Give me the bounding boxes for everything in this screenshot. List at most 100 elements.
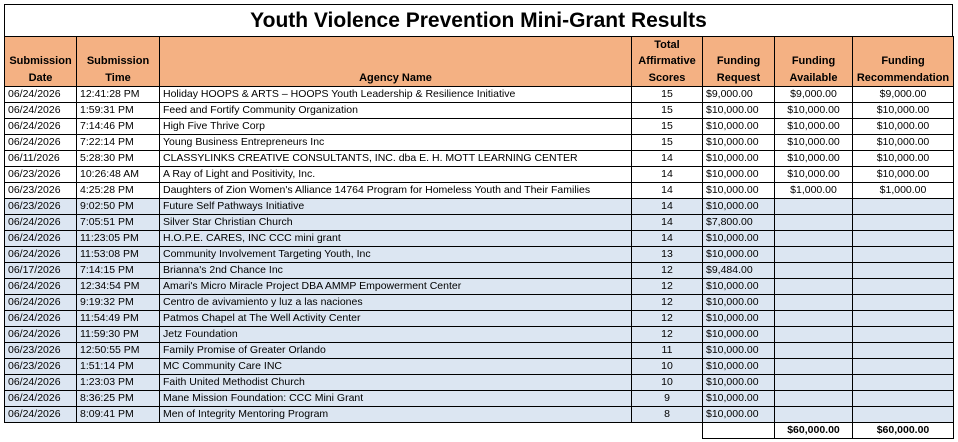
funding-request-cell[interactable]: $10,000.00 (702, 134, 775, 151)
funding-request-cell[interactable]: $10,000.00 (702, 230, 775, 247)
funding-recommendation-cell[interactable] (852, 230, 954, 247)
header-agency-name[interactable]: Agency Name (159, 36, 632, 87)
submission-time-cell[interactable]: 7:14:46 PM (76, 118, 160, 135)
funding-available-cell[interactable]: $10,000.00 (774, 166, 853, 183)
submission-date-cell[interactable]: 06/24/2026 (4, 374, 77, 391)
funding-recommendation-cell[interactable] (852, 326, 954, 343)
agency-name-cell[interactable]: Jetz Foundation (159, 326, 632, 343)
submission-date-cell[interactable]: 06/24/2026 (4, 406, 77, 423)
submission-date-cell[interactable]: 06/24/2026 (4, 134, 77, 151)
funding-available-cell[interactable] (774, 278, 853, 295)
header-funding-recommendation[interactable]: Funding Recommendation (852, 36, 954, 87)
funding-available-cell[interactable] (774, 214, 853, 231)
submission-time-cell[interactable]: 5:28:30 PM (76, 150, 160, 167)
funding-request-cell[interactable]: $10,000.00 (702, 182, 775, 199)
submission-time-cell[interactable]: 12:50:55 PM (76, 342, 160, 359)
total-funding-recommendation[interactable]: $60,000.00 (852, 422, 954, 439)
header-total-affirmative-scores[interactable]: Total Affirmative Scores (631, 36, 703, 87)
funding-request-cell[interactable]: $10,000.00 (702, 342, 775, 359)
agency-name-cell[interactable]: A Ray of Light and Positivity, Inc. (159, 166, 632, 183)
funding-available-cell[interactable] (774, 262, 853, 279)
funding-request-cell[interactable]: $10,000.00 (702, 390, 775, 407)
funding-recommendation-cell[interactable]: $10,000.00 (852, 118, 954, 135)
submission-time-cell[interactable]: 12:41:28 PM (76, 86, 160, 103)
submission-date-cell[interactable]: 06/23/2026 (4, 182, 77, 199)
funding-available-cell[interactable] (774, 390, 853, 407)
submission-time-cell[interactable]: 8:09:41 PM (76, 406, 160, 423)
funding-request-cell[interactable]: $7,800.00 (702, 214, 775, 231)
funding-request-cell[interactable]: $10,000.00 (702, 374, 775, 391)
submission-time-cell[interactable]: 7:05:51 PM (76, 214, 160, 231)
submission-date-cell[interactable]: 06/17/2026 (4, 262, 77, 279)
submission-date-cell[interactable]: 06/24/2026 (4, 214, 77, 231)
funding-request-cell[interactable]: $10,000.00 (702, 294, 775, 311)
submission-time-cell[interactable]: 12:34:54 PM (76, 278, 160, 295)
funding-request-cell[interactable]: $9,000.00 (702, 86, 775, 103)
funding-request-cell[interactable]: $10,000.00 (702, 198, 775, 215)
score-cell[interactable]: 8 (631, 406, 703, 423)
submission-time-cell[interactable]: 1:51:14 PM (76, 358, 160, 375)
funding-available-cell[interactable]: $1,000.00 (774, 182, 853, 199)
funding-available-cell[interactable]: $10,000.00 (774, 102, 853, 119)
agency-name-cell[interactable]: Holiday HOOPS & ARTS – HOOPS Youth Leade… (159, 86, 632, 103)
agency-name-cell[interactable]: Patmos Chapel at The Well Activity Cente… (159, 310, 632, 327)
agency-name-cell[interactable]: Family Promise of Greater Orlando (159, 342, 632, 359)
score-cell[interactable]: 10 (631, 358, 703, 375)
funding-available-cell[interactable] (774, 342, 853, 359)
submission-time-cell[interactable]: 9:02:50 PM (76, 198, 160, 215)
header-submission-time[interactable]: Submission Time (76, 36, 160, 87)
submission-time-cell[interactable]: 11:54:49 PM (76, 310, 160, 327)
score-cell[interactable]: 15 (631, 86, 703, 103)
score-cell[interactable]: 12 (631, 294, 703, 311)
agency-name-cell[interactable]: Silver Star Christian Church (159, 214, 632, 231)
submission-time-cell[interactable]: 1:23:03 PM (76, 374, 160, 391)
submission-time-cell[interactable]: 10:26:48 AM (76, 166, 160, 183)
agency-name-cell[interactable]: Centro de avivamiento y luz a las nacion… (159, 294, 632, 311)
funding-recommendation-cell[interactable]: $10,000.00 (852, 150, 954, 167)
funding-available-cell[interactable]: $10,000.00 (774, 118, 853, 135)
submission-date-cell[interactable]: 06/23/2026 (4, 358, 77, 375)
funding-available-cell[interactable]: $10,000.00 (774, 150, 853, 167)
score-cell[interactable]: 9 (631, 390, 703, 407)
funding-recommendation-cell[interactable] (852, 342, 954, 359)
funding-recommendation-cell[interactable] (852, 198, 954, 215)
score-cell[interactable]: 12 (631, 262, 703, 279)
totals-spacer-cell[interactable] (702, 422, 775, 439)
submission-date-cell[interactable]: 06/23/2026 (4, 342, 77, 359)
submission-date-cell[interactable]: 06/23/2026 (4, 198, 77, 215)
submission-date-cell[interactable]: 06/24/2026 (4, 102, 77, 119)
submission-date-cell[interactable]: 06/24/2026 (4, 326, 77, 343)
funding-recommendation-cell[interactable]: $1,000.00 (852, 182, 954, 199)
score-cell[interactable]: 14 (631, 230, 703, 247)
funding-available-cell[interactable]: $9,000.00 (774, 86, 853, 103)
score-cell[interactable]: 14 (631, 150, 703, 167)
funding-available-cell[interactable] (774, 374, 853, 391)
submission-time-cell[interactable]: 1:59:31 PM (76, 102, 160, 119)
score-cell[interactable]: 14 (631, 198, 703, 215)
funding-request-cell[interactable]: $10,000.00 (702, 310, 775, 327)
agency-name-cell[interactable]: CLASSYLINKS CREATIVE CONSULTANTS, INC. d… (159, 150, 632, 167)
submission-date-cell[interactable]: 06/24/2026 (4, 294, 77, 311)
agency-name-cell[interactable]: Community Involvement Targeting Youth, I… (159, 246, 632, 263)
submission-date-cell[interactable]: 06/24/2026 (4, 118, 77, 135)
agency-name-cell[interactable]: Brianna's 2nd Chance Inc (159, 262, 632, 279)
submission-time-cell[interactable]: 8:36:25 PM (76, 390, 160, 407)
funding-available-cell[interactable] (774, 246, 853, 263)
submission-date-cell[interactable]: 06/24/2026 (4, 86, 77, 103)
funding-request-cell[interactable]: $10,000.00 (702, 358, 775, 375)
funding-recommendation-cell[interactable]: $9,000.00 (852, 86, 954, 103)
submission-date-cell[interactable]: 06/24/2026 (4, 310, 77, 327)
submission-time-cell[interactable]: 11:53:08 PM (76, 246, 160, 263)
funding-request-cell[interactable]: $10,000.00 (702, 166, 775, 183)
score-cell[interactable]: 15 (631, 134, 703, 151)
funding-recommendation-cell[interactable] (852, 294, 954, 311)
funding-available-cell[interactable] (774, 310, 853, 327)
agency-name-cell[interactable]: Amari's Micro Miracle Project DBA AMMP E… (159, 278, 632, 295)
agency-name-cell[interactable]: Daughters of Zion Women's Alliance 14764… (159, 182, 632, 199)
submission-date-cell[interactable]: 06/24/2026 (4, 278, 77, 295)
funding-available-cell[interactable] (774, 198, 853, 215)
submission-time-cell[interactable]: 9:19:32 PM (76, 294, 160, 311)
funding-available-cell[interactable] (774, 230, 853, 247)
funding-recommendation-cell[interactable] (852, 374, 954, 391)
submission-time-cell[interactable]: 7:14:15 PM (76, 262, 160, 279)
